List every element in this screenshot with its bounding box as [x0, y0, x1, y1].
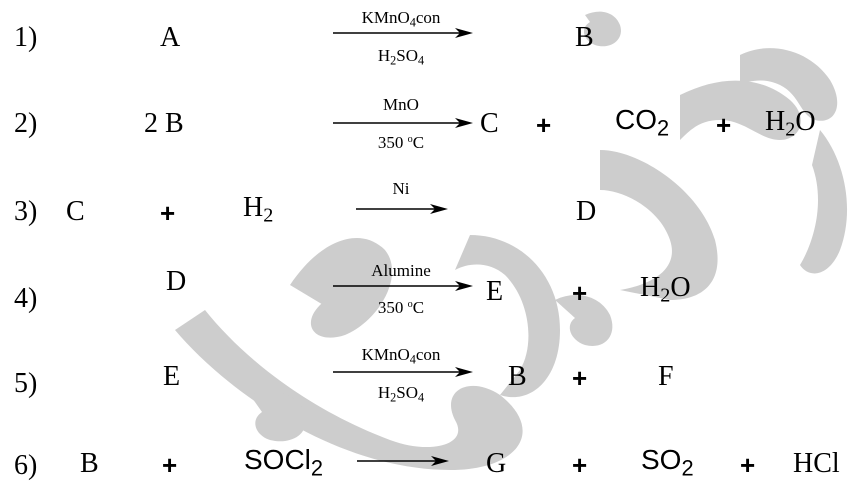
product-e: E	[486, 276, 504, 307]
reaction-number-3: 3)	[14, 196, 38, 227]
reaction-number-2: 2)	[14, 108, 38, 139]
reaction-number-6: 6)	[14, 450, 38, 481]
reactant-c: C	[66, 196, 85, 227]
plus-sign: +	[162, 450, 178, 480]
condition-top-1: KMnO4con	[361, 8, 441, 30]
product-d: D	[576, 196, 597, 227]
reaction-arrow-2-icon	[333, 118, 473, 128]
reaction-number-4: 4)	[14, 283, 38, 314]
product-f: F	[658, 361, 674, 392]
condition-bottom-4: 350 oC	[377, 298, 425, 317]
product-b: B	[575, 22, 594, 53]
condition-top-3: Ni	[392, 179, 410, 198]
condition-bottom-5: H2SO4	[377, 383, 425, 405]
plus-sign: +	[740, 450, 756, 480]
reactant-e: E	[163, 361, 181, 392]
product-h2o: H2O	[640, 272, 691, 307]
reaction-number-5: 5)	[14, 368, 38, 399]
reactant-2b: 2 B	[144, 108, 184, 139]
reaction-arrow-6-icon	[357, 456, 449, 466]
condition-top-5: KMnO4con	[361, 345, 441, 367]
reactant-b: B	[80, 448, 99, 479]
reaction-arrow-3-icon	[356, 204, 448, 214]
reaction-arrow-1-icon	[333, 28, 473, 38]
plus-sign: +	[572, 450, 588, 480]
reactant-a: A	[160, 22, 181, 53]
plus-sign: +	[716, 110, 732, 140]
condition-bottom-2: 350 oC	[377, 133, 425, 152]
product-g: G	[486, 448, 507, 479]
reaction-arrow-4-icon	[333, 281, 473, 291]
product-co2: CO2	[615, 104, 670, 141]
condition-top-4: Alumine	[371, 261, 431, 280]
plus-sign: +	[572, 363, 588, 393]
product-h2o: H2O	[765, 106, 816, 141]
plus-sign: +	[536, 110, 552, 140]
condition-bottom-1: H2SO4	[377, 46, 425, 68]
condition-top-2: MnO	[383, 95, 419, 114]
product-so2: SO2	[641, 444, 694, 481]
reaction-arrow-5-icon	[333, 367, 473, 377]
product-b: B	[508, 361, 527, 392]
product-c: C	[480, 108, 499, 139]
reactant-h2: H2	[243, 192, 274, 227]
reactant-d: D	[166, 266, 187, 297]
reactant-socl2: SOCl2	[244, 444, 324, 481]
reaction-number-1: 1)	[14, 22, 38, 53]
product-hcl: HCl	[793, 448, 840, 479]
plus-sign: +	[160, 198, 176, 228]
plus-sign: +	[572, 278, 588, 308]
